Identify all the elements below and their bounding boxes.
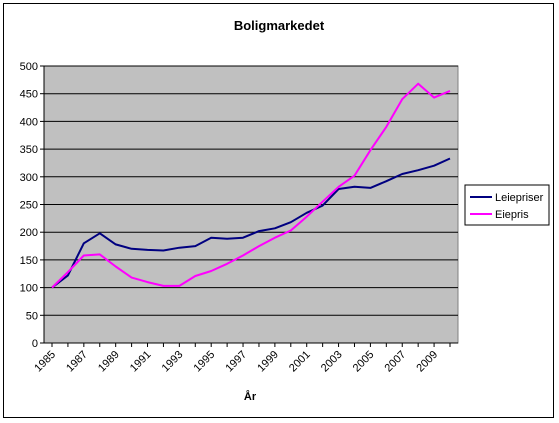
series-lines [51, 82, 451, 289]
y-tick-label: 450 [20, 89, 38, 101]
y-tick-label: 200 [20, 227, 38, 239]
series-line-eiepris [51, 82, 451, 289]
x-tick-label: 1997 [223, 349, 249, 375]
y-tick-label: 50 [26, 310, 38, 322]
y-tick-label: 150 [20, 255, 38, 267]
x-axis: 1985 1987 1989 1991 1993 1995 1997 1999 2001 2003… [32, 342, 458, 375]
x-tick-label: 2009 [414, 349, 440, 375]
x-tick-label: 1989 [96, 349, 122, 375]
x-axis-title: År [244, 390, 257, 403]
chart-title: Boligmarkedet [234, 18, 325, 33]
x-tick-label: 2001 [287, 349, 313, 375]
y-axis: 0 50 100 150 200 250 300 350 400 450 500 [20, 61, 45, 350]
y-tick-label: 500 [20, 61, 38, 73]
x-tick-label: 1991 [128, 349, 154, 375]
x-tick-label: 1999 [255, 349, 281, 375]
x-tick-label: 2003 [319, 349, 345, 375]
y-tick-label: 0 [32, 338, 38, 350]
series-line-leiepriser [51, 157, 451, 289]
x-tick-label: 1993 [160, 349, 186, 375]
x-tick-label: 2007 [383, 349, 409, 375]
y-tick-label: 350 [20, 144, 38, 156]
legend-label-leiepriser: Leiepriser [495, 192, 544, 204]
y-tick-label: 300 [20, 172, 38, 184]
y-tick-label: 250 [20, 200, 38, 212]
legend: Leiepriser Eiepris [464, 184, 550, 226]
x-tick-label: 1985 [32, 349, 58, 375]
x-tick-label: 1995 [192, 349, 218, 375]
y-tick-label: 400 [20, 116, 38, 128]
x-tick-label: 1987 [64, 349, 90, 375]
y-tick-label: 100 [20, 283, 38, 295]
x-tick-label: 2005 [351, 349, 377, 375]
legend-label-eiepris: Eiepris [495, 209, 529, 221]
legend-box [464, 184, 550, 226]
